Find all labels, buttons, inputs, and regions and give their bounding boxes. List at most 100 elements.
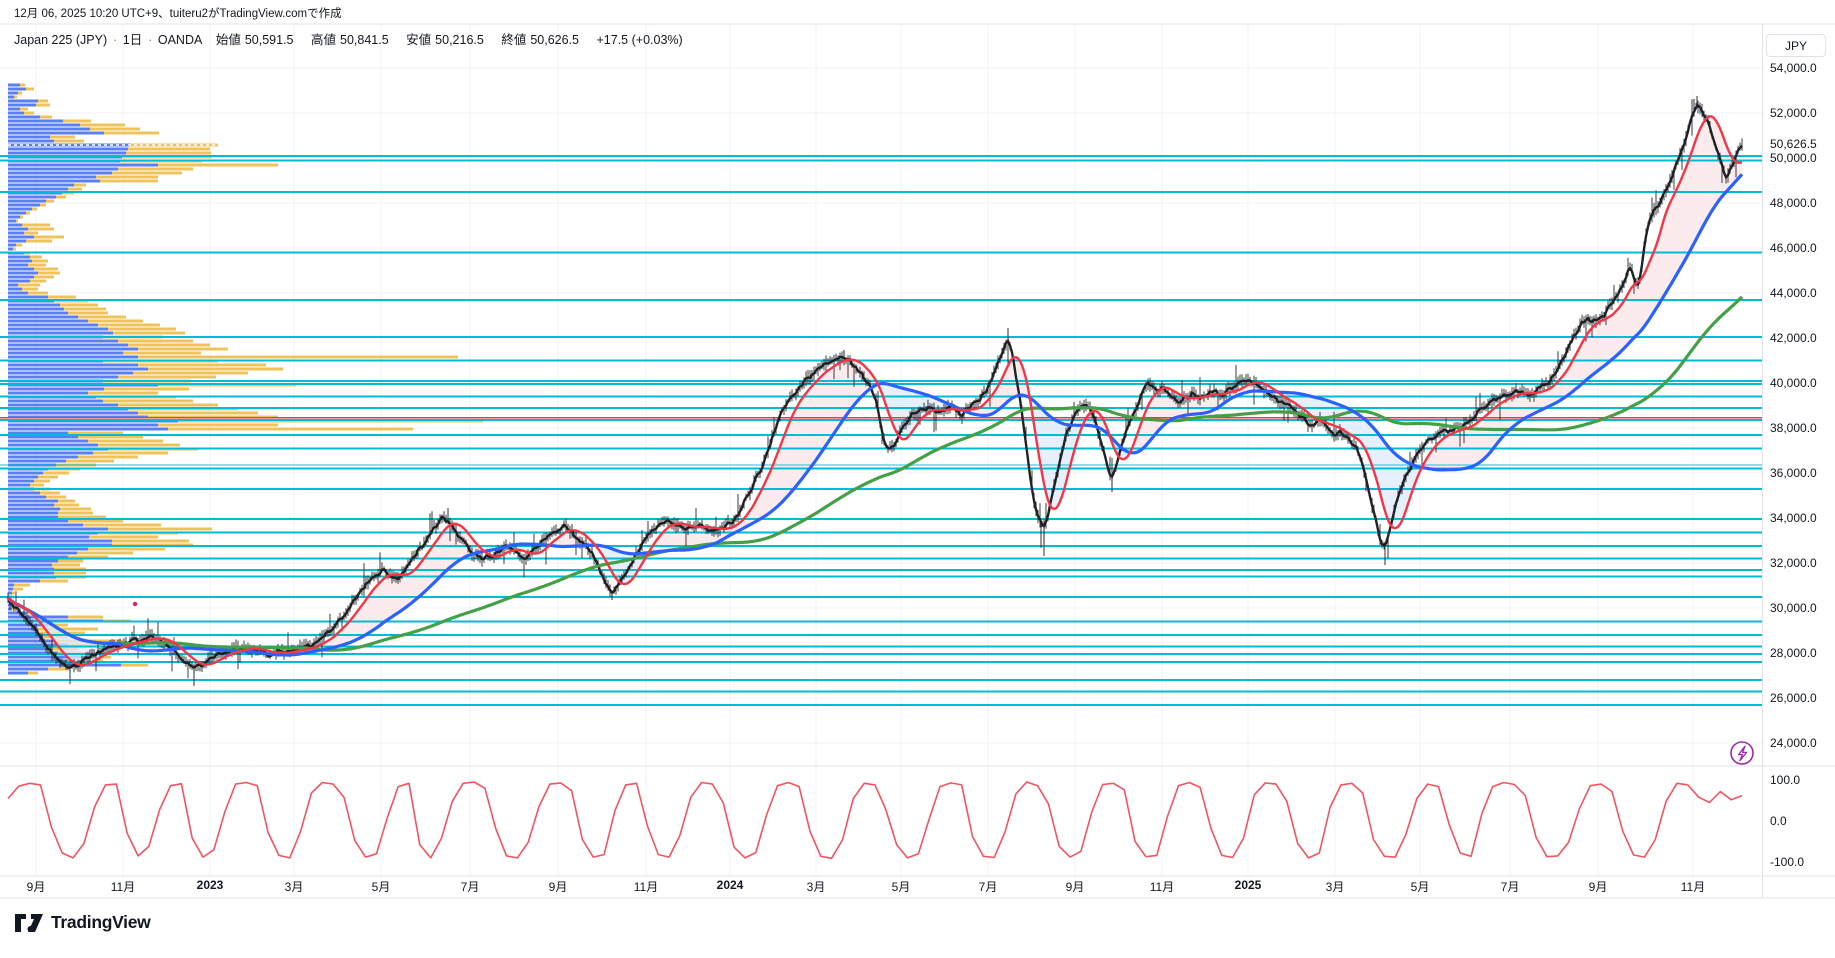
volume-profile-bar [98,443,180,447]
time-axis-label: 5月 [1410,880,1430,894]
volume-profile-bar [83,523,161,527]
time-axis-label: 9月 [1588,880,1608,894]
lightning-icon [1737,745,1748,762]
volume-profile-bar [54,503,79,507]
volume-profile-bar [8,171,112,175]
volume-profile-bar [8,431,68,435]
symbol-name[interactable]: Japan 225 (JPY) [14,33,108,47]
volume-profile-bar [8,455,78,459]
volume-profile-bar [8,115,40,119]
volume-profile-bar [40,203,46,207]
volume-profile-bar [148,415,278,419]
volume-profile-bar [8,551,77,555]
volume-profile-bar [158,423,278,427]
volume-profile-bar [88,547,165,551]
volume-profile-bar [8,667,48,671]
volume-profile-bar [8,415,148,419]
volume-profile-bar [8,527,108,531]
time-axis-label: 3月 [806,880,826,894]
oscillator-tick-label: -100.0 [1770,854,1805,869]
volume-profile-bar [8,83,20,87]
volume-profile-bar [113,331,185,335]
exchange-name[interactable]: OANDA [157,33,203,47]
volume-profile-bar [8,643,68,647]
volume-profile-bar [58,499,75,503]
volume-profile-bar [8,539,112,543]
tradingview-logo-text: TradingView [51,912,151,932]
volume-profile-bar [8,399,103,403]
volume-profile-bar [8,207,32,211]
volume-profile-bar [8,651,58,655]
volume-profile-bar [8,167,118,171]
volume-profile-bar [8,343,128,347]
volume-profile-bar [8,555,68,559]
volume-profile-bar [63,119,91,123]
volume-profile-bar [56,195,66,199]
tradingview-logo[interactable]: TradingView [14,912,151,933]
volume-profile-bar [8,411,138,415]
time-axis[interactable] [0,876,1763,898]
volume-profile-bar [8,275,34,279]
price-tick-label: 24,000.0 [1770,735,1817,750]
open-label: 始値 [215,33,241,47]
volume-profile-bar [8,559,58,563]
volume-profile-bar [20,107,28,111]
volume-profile-bar [24,231,38,235]
volume-profile-bar [74,183,86,187]
currency-badge[interactable]: JPY [1766,34,1826,57]
lightning-button[interactable] [1730,741,1754,765]
volume-profile-bar [8,303,60,307]
volume-profile-bar [8,175,96,179]
volume-profile-bar [8,199,46,203]
volume-profile-bar [93,451,168,455]
volume-profile-bar [8,583,14,587]
interval-value[interactable]: 1日 [122,33,143,47]
volume-profile-bar [22,287,38,291]
volume-profile-bar [28,263,46,267]
volume-profile-bar [43,471,69,475]
volume-profile-bar [64,307,106,311]
volume-profile-bar [138,347,228,351]
volume-profile-bar [13,247,16,251]
price-tick-label: 42,000.0 [1770,330,1817,345]
tradingview-logo-icon [15,913,43,932]
volume-profile-bar [14,583,30,587]
volume-profile-bar [78,435,143,439]
drawing-dot-marker[interactable] [132,601,138,607]
volume-profile-bar [32,207,37,211]
volume-profile-bar [8,407,128,411]
volume-profile-bar [30,279,46,283]
time-axis-label: 11月 [1680,880,1706,894]
volume-profile-bar [8,295,48,299]
volume-profile-bar [12,607,14,611]
volume-profile-bar [77,551,133,555]
volume-profile-bar [8,443,98,447]
volume-profile-bar [68,311,108,315]
separator-dot: · [148,33,153,47]
volume-profile-bar [38,99,48,103]
volume-profile-bar [8,347,138,351]
symbol-ohlc-bar[interactable]: Japan 225 (JPY) · 1日 · OANDA 始値 50,591.5 高値… [14,29,687,48]
volume-profile-bar [30,483,44,487]
volume-profile-bar [8,427,168,431]
volume-profile-bar [138,363,266,367]
volume-profile-bar [68,615,103,619]
price-tick-label: 32,000.0 [1770,555,1817,570]
volume-profile-bar [78,315,126,319]
volume-profile-bar [118,403,218,407]
volume-profile-bar [8,563,52,567]
high-value: 50,841.5 [340,33,389,47]
volume-profile-bar [88,439,163,443]
ma-ribbon-fill [1278,392,1422,529]
price-tick-label: 50,000.0 [1770,150,1817,165]
volume-profile-bar [34,275,54,279]
high-label: 高値 [310,33,336,47]
volume-profile-bar [8,535,89,539]
open-value: 50,591.5 [244,33,294,47]
time-axis-label: 11月 [633,880,659,894]
volume-profile-bar [8,283,18,287]
volume-profile-bar [60,303,98,307]
volume-profile-bar [8,627,38,631]
volume-profile-bar [68,187,82,191]
